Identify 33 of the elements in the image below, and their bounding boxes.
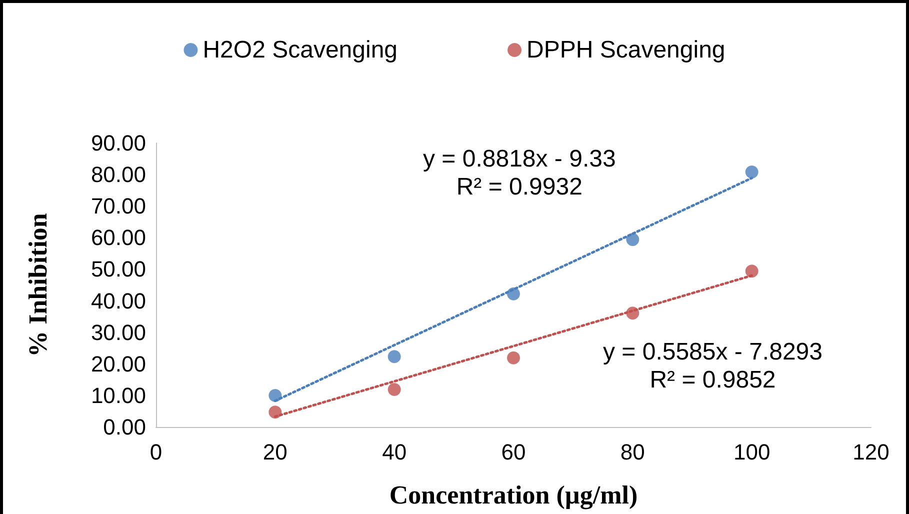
y-axis-title: % Inhibition: [24, 212, 52, 357]
point: [507, 351, 520, 364]
y-tick-label: 50.00: [90, 256, 146, 282]
y-tick-label: 0.00: [103, 414, 146, 440]
point: [268, 388, 282, 402]
y-tick-label: 70.00: [90, 194, 146, 219]
x-tick-label: 80: [620, 440, 645, 464]
y-tick-label: 90.00: [90, 130, 146, 156]
point: [388, 350, 401, 364]
legend-label: DPPH Scavenging: [526, 36, 726, 64]
x-tick-label: 60: [501, 440, 526, 464]
y-tick-label: 20.00: [90, 351, 146, 376]
x-axis-title: Concentration (µg/ml): [389, 480, 638, 510]
x-tick-label: 120: [852, 440, 890, 464]
point: [745, 264, 758, 278]
x-tick-label: 0: [150, 440, 162, 464]
annotation: y = 0.5585x - 7.8293 R² = 0.9852: [602, 338, 822, 394]
point: [388, 382, 401, 396]
y-tick-label: 10.00: [90, 382, 146, 408]
x-tick-label: 20: [262, 440, 288, 464]
x-tick-label: 40: [382, 440, 407, 464]
annotation: y = 0.8818x - 9.33 R² = 0.9932: [423, 146, 616, 200]
point: [745, 166, 758, 179]
y-tick-label: 40.00: [90, 288, 146, 314]
point: [507, 287, 520, 300]
point: [268, 406, 282, 419]
legend-label: H2O2 Scavenging: [202, 36, 398, 64]
y-tick-label: 30.00: [90, 320, 146, 345]
y-tick-label: 60.00: [90, 225, 146, 250]
y-tick-label: 80.00: [90, 162, 146, 188]
point: [626, 233, 640, 246]
x-tick-label: 100: [733, 440, 770, 464]
point: [626, 306, 640, 320]
